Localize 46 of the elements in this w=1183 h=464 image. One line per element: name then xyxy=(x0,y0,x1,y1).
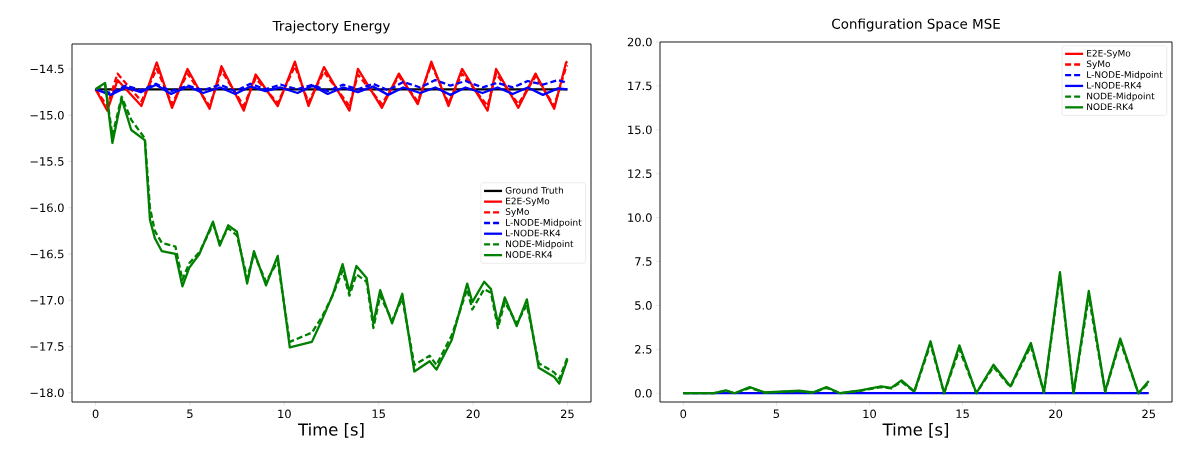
x-tick-label: 5 xyxy=(773,409,780,419)
x-tick-label: 5 xyxy=(187,409,193,419)
y-tick-label: −14.5 xyxy=(30,64,64,74)
legend-label: NODE-Midpoint xyxy=(506,240,574,249)
x-axis-title: Time [s] xyxy=(298,423,364,438)
legend-label: L-NODE-RK4 xyxy=(1087,81,1142,89)
x-tick-label: 0 xyxy=(680,409,687,419)
y-tick-label: 2.5 xyxy=(635,344,652,354)
y-tick-label: −15.0 xyxy=(30,110,64,120)
x-tick-label: 20 xyxy=(1049,409,1063,419)
x-tick-label: 15 xyxy=(956,409,969,419)
legend-label: NODE-RK4 xyxy=(506,251,553,258)
y-tick-label: 20.0 xyxy=(627,37,652,47)
legend-label: SyMo xyxy=(505,208,529,217)
y-tick-label: 0.0 xyxy=(635,388,652,398)
legend-label: E2E-SyMo xyxy=(1087,49,1131,59)
legend-label: E2E-SyMo xyxy=(506,197,550,207)
chart-title: Configuration Space MSE xyxy=(832,18,1000,32)
x-tick-label: 25 xyxy=(1142,409,1156,419)
legend-label: L-NODE-Midpoint xyxy=(506,218,582,228)
chart-title: Trajectory Energy xyxy=(272,20,391,34)
x-tick-label: 20 xyxy=(466,409,480,419)
y-tick-label: 12.5 xyxy=(628,169,652,179)
y-tick-label: −16.0 xyxy=(30,203,64,213)
y-tick-label: −15.5 xyxy=(30,157,64,166)
legend-label: NODE-RK4 xyxy=(1087,103,1134,111)
x-tick-label: 10 xyxy=(863,409,876,419)
y-tick-label: −16.5 xyxy=(30,249,64,259)
x-tick-label: 0 xyxy=(92,409,99,419)
legend-label: NODE-Midpoint xyxy=(1087,92,1155,102)
legend-label: Ground Truth xyxy=(505,186,563,194)
x-axis-title: Time [s] xyxy=(882,423,949,438)
y-tick-label: −18.0 xyxy=(30,388,64,398)
y-tick-label: −17.0 xyxy=(30,295,64,305)
y-tick-label: 7.5 xyxy=(635,257,652,266)
y-tick-label: 10.0 xyxy=(628,213,652,222)
legend-label: SyMo xyxy=(1086,60,1111,69)
legend-label: L-NODE-RK4 xyxy=(506,229,561,237)
x-tick-label: 25 xyxy=(560,409,574,419)
y-tick-label: 5.0 xyxy=(635,301,652,310)
x-tick-label: 15 xyxy=(372,409,385,419)
y-tick-label: −17.5 xyxy=(30,342,64,351)
y-tick-label: 17.5 xyxy=(628,81,652,91)
y-tick-label: 15.0 xyxy=(628,125,652,135)
x-tick-label: 10 xyxy=(278,409,291,419)
legend-label: L-NODE-Midpoint xyxy=(1087,71,1163,80)
